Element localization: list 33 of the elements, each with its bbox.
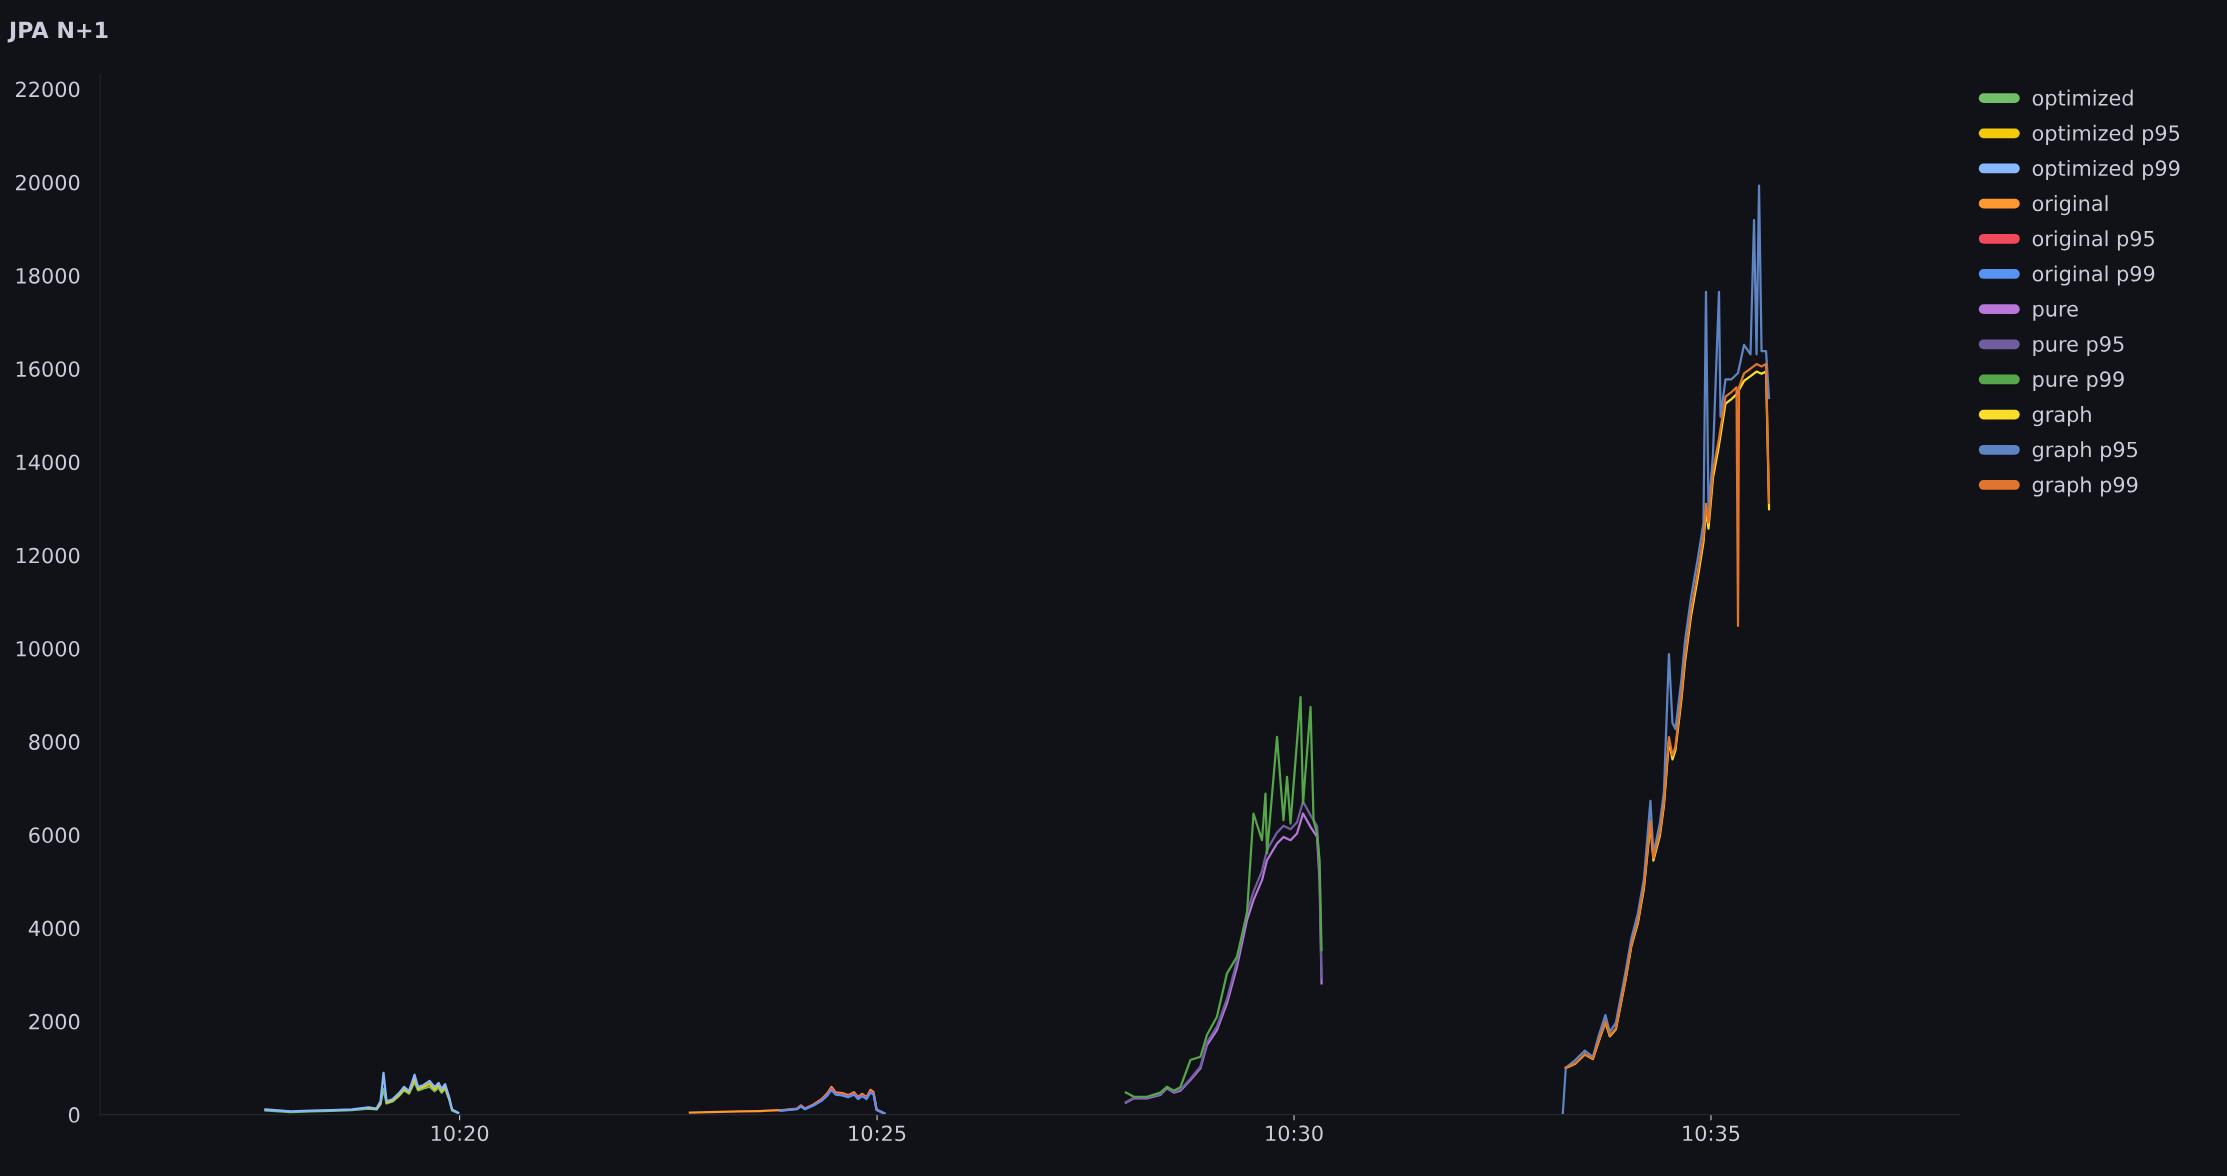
legend-label: original p95 [2032, 230, 2154, 251]
x-tick-label: 10:30 [1266, 1125, 1323, 1142]
legend-label: pure p95 [2033, 336, 2124, 356]
y-tick-label: 12000 [16, 547, 80, 564]
y-tick-label: 14000 [16, 454, 80, 471]
line-series [1124, 695, 1323, 1098]
y-tick-label: 22000 [16, 81, 80, 98]
line-series [264, 1080, 460, 1115]
line-series [264, 1071, 460, 1114]
x-tick-label: 10:25 [849, 1125, 906, 1142]
y-tick-label: 6000 [29, 827, 80, 844]
y-tick-label: 16000 [16, 361, 80, 377]
legend-label: pure [2033, 304, 2078, 321]
chart-title: JPA N+1 [7, 21, 108, 43]
legend-label: optimized [2032, 89, 2133, 110]
y-tick-label: 18000 [16, 267, 80, 284]
legend-label: graph p99 [2032, 476, 2138, 497]
y-tick-label: 0 [68, 1107, 80, 1123]
y-tick-label: 10000 [16, 640, 80, 657]
legend-label: optimized p95 [2032, 124, 2180, 145]
legend-label: optimized p99 [2032, 159, 2180, 181]
x-tick-label: 10:35 [1683, 1125, 1740, 1142]
legend-label: original p99 [2032, 265, 2155, 286]
y-tick-label: 8000 [29, 734, 80, 750]
y-tick-label: 4000 [28, 920, 80, 937]
y-tick-label: 20000 [16, 174, 80, 191]
legend-label: graph [2032, 406, 2091, 427]
y-tick-label: 2000 [29, 1013, 80, 1030]
legend-label: graph p95 [2032, 441, 2138, 462]
legend-label: original [2032, 195, 2108, 216]
legend-label: pure p99 [2033, 371, 2124, 392]
line-series [1561, 184, 1771, 1115]
x-tick-label: 10:20 [431, 1125, 489, 1142]
